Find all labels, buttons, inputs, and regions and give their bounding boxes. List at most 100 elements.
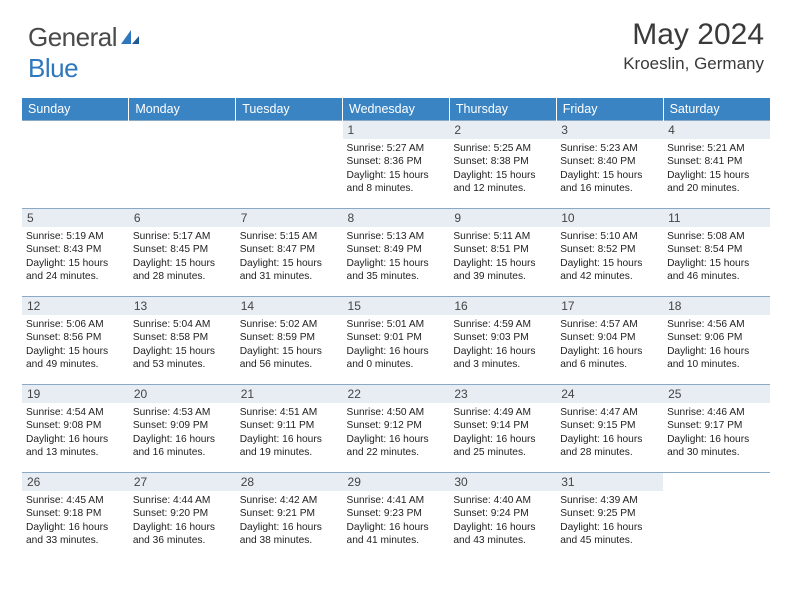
day-details: Sunrise: 4:50 AMSunset: 9:12 PMDaylight:…	[347, 406, 446, 459]
day-number: 26	[22, 473, 129, 491]
calendar-row: 26 Sunrise: 4:45 AMSunset: 9:18 PMDayligh…	[22, 473, 770, 561]
day-details: Sunrise: 5:11 AMSunset: 8:51 PMDaylight:…	[453, 230, 552, 283]
calendar-head: SundayMondayTuesdayWednesdayThursdayFrid…	[22, 98, 770, 121]
day-number: 10	[556, 209, 663, 227]
day-number: 16	[449, 297, 556, 315]
day-details: Sunrise: 4:49 AMSunset: 9:14 PMDaylight:…	[453, 406, 552, 459]
day-number: 28	[236, 473, 343, 491]
day-details: Sunrise: 5:08 AMSunset: 8:54 PMDaylight:…	[667, 230, 766, 283]
day-header-thursday: Thursday	[449, 98, 556, 121]
month-title: May 2024	[623, 18, 764, 52]
day-number: 22	[343, 385, 450, 403]
day-details: Sunrise: 5:21 AMSunset: 8:41 PMDaylight:…	[667, 142, 766, 195]
day-number: 12	[22, 297, 129, 315]
day-details: Sunrise: 5:15 AMSunset: 8:47 PMDaylight:…	[240, 230, 339, 283]
day-number: 13	[129, 297, 236, 315]
day-details: Sunrise: 5:25 AMSunset: 8:38 PMDaylight:…	[453, 142, 552, 195]
calendar-cell	[129, 121, 236, 209]
day-details: Sunrise: 4:51 AMSunset: 9:11 PMDaylight:…	[240, 406, 339, 459]
day-header-monday: Monday	[129, 98, 236, 121]
calendar-cell: 29 Sunrise: 4:41 AMSunset: 9:23 PMDayligh…	[343, 473, 450, 561]
calendar-row: 12 Sunrise: 5:06 AMSunset: 8:56 PMDayligh…	[22, 297, 770, 385]
day-number: 29	[343, 473, 450, 491]
day-number: 6	[129, 209, 236, 227]
day-details: Sunrise: 5:10 AMSunset: 8:52 PMDaylight:…	[560, 230, 659, 283]
calendar-cell: 25Sunrise: 4:46 AMSunset: 9:17 PMDayligh…	[663, 385, 770, 473]
calendar-cell	[22, 121, 129, 209]
day-number: 5	[22, 209, 129, 227]
day-details: Sunrise: 4:41 AMSunset: 9:23 PMDaylight:…	[347, 494, 446, 547]
calendar-cell	[663, 473, 770, 561]
calendar-body: 1Sunrise: 5:27 AMSunset: 8:36 PMDaylight…	[22, 121, 770, 561]
title-block: May 2024 Kroeslin, Germany	[623, 18, 764, 74]
day-details: Sunrise: 5:19 AMSunset: 8:43 PMDaylight:…	[26, 230, 125, 283]
calendar-cell: 12 Sunrise: 5:06 AMSunset: 8:56 PMDayligh…	[22, 297, 129, 385]
day-details: Sunrise: 4:57 AMSunset: 9:04 PMDaylight:…	[560, 318, 659, 371]
day-number: 24	[556, 385, 663, 403]
day-details: Sunrise: 4:39 AMSunset: 9:25 PMDaylight:…	[560, 494, 659, 547]
day-header-friday: Friday	[556, 98, 663, 121]
day-number: 30	[449, 473, 556, 491]
day-header-wednesday: Wednesday	[343, 98, 450, 121]
logo-word1: General	[28, 22, 117, 52]
calendar-row: 5 Sunrise: 5:19 AMSunset: 8:43 PMDaylight…	[22, 209, 770, 297]
logo-text: GeneralBlue	[28, 22, 141, 84]
day-number: 27	[129, 473, 236, 491]
header: GeneralBlue May 2024 Kroeslin, Germany	[0, 0, 792, 92]
calendar-cell: 3 Sunrise: 5:23 AMSunset: 8:40 PMDaylight…	[556, 121, 663, 209]
calendar-cell: 27Sunrise: 4:44 AMSunset: 9:20 PMDayligh…	[129, 473, 236, 561]
day-number: 17	[556, 297, 663, 315]
location: Kroeslin, Germany	[623, 54, 764, 74]
day-details: Sunrise: 5:13 AMSunset: 8:49 PMDaylight:…	[347, 230, 446, 283]
calendar-cell: 19Sunrise: 4:54 AMSunset: 9:08 PMDayligh…	[22, 385, 129, 473]
calendar-cell: 30 Sunrise: 4:40 AMSunset: 9:24 PMDayligh…	[449, 473, 556, 561]
calendar-cell: 1Sunrise: 5:27 AMSunset: 8:36 PMDaylight…	[343, 121, 450, 209]
calendar-cell: 6 Sunrise: 5:17 AMSunset: 8:45 PMDaylight…	[129, 209, 236, 297]
day-header-saturday: Saturday	[663, 98, 770, 121]
calendar-cell: 8 Sunrise: 5:13 AMSunset: 8:49 PMDaylight…	[343, 209, 450, 297]
calendar-cell: 18 Sunrise: 4:56 AMSunset: 9:06 PMDayligh…	[663, 297, 770, 385]
logo: GeneralBlue	[28, 22, 141, 84]
day-details: Sunrise: 5:06 AMSunset: 8:56 PMDaylight:…	[26, 318, 125, 371]
logo-word2: Blue	[28, 53, 78, 83]
day-details: Sunrise: 4:56 AMSunset: 9:06 PMDaylight:…	[667, 318, 766, 371]
calendar-cell: 22 Sunrise: 4:50 AMSunset: 9:12 PMDayligh…	[343, 385, 450, 473]
day-number: 2	[449, 121, 556, 139]
calendar-row: 1Sunrise: 5:27 AMSunset: 8:36 PMDaylight…	[22, 121, 770, 209]
calendar-table: SundayMondayTuesdayWednesdayThursdayFrid…	[22, 98, 770, 561]
day-number: 21	[236, 385, 343, 403]
day-details: Sunrise: 4:59 AMSunset: 9:03 PMDaylight:…	[453, 318, 552, 371]
day-number: 20	[129, 385, 236, 403]
day-details: Sunrise: 4:45 AMSunset: 9:18 PMDaylight:…	[26, 494, 125, 547]
calendar-cell: 23 Sunrise: 4:49 AMSunset: 9:14 PMDayligh…	[449, 385, 556, 473]
calendar-cell: 15 Sunrise: 5:01 AMSunset: 9:01 PMDayligh…	[343, 297, 450, 385]
day-details: Sunrise: 4:53 AMSunset: 9:09 PMDaylight:…	[133, 406, 232, 459]
calendar-cell: 16 Sunrise: 4:59 AMSunset: 9:03 PMDayligh…	[449, 297, 556, 385]
calendar-cell: 21 Sunrise: 4:51 AMSunset: 9:11 PMDayligh…	[236, 385, 343, 473]
calendar-cell: 28Sunrise: 4:42 AMSunset: 9:21 PMDayligh…	[236, 473, 343, 561]
day-number: 18	[663, 297, 770, 315]
day-details: Sunrise: 5:02 AMSunset: 8:59 PMDaylight:…	[240, 318, 339, 371]
calendar-cell	[236, 121, 343, 209]
day-number: 8	[343, 209, 450, 227]
day-details: Sunrise: 4:40 AMSunset: 9:24 PMDaylight:…	[453, 494, 552, 547]
day-details: Sunrise: 5:01 AMSunset: 9:01 PMDaylight:…	[347, 318, 446, 371]
day-number: 31	[556, 473, 663, 491]
day-number: 14	[236, 297, 343, 315]
calendar-cell: 26 Sunrise: 4:45 AMSunset: 9:18 PMDayligh…	[22, 473, 129, 561]
calendar-cell: 20 Sunrise: 4:53 AMSunset: 9:09 PMDayligh…	[129, 385, 236, 473]
calendar-row: 19Sunrise: 4:54 AMSunset: 9:08 PMDayligh…	[22, 385, 770, 473]
day-number: 3	[556, 121, 663, 139]
calendar-cell: 14 Sunrise: 5:02 AMSunset: 8:59 PMDayligh…	[236, 297, 343, 385]
day-details: Sunrise: 5:17 AMSunset: 8:45 PMDaylight:…	[133, 230, 232, 283]
day-header-sunday: Sunday	[22, 98, 129, 121]
calendar-cell: 4 Sunrise: 5:21 AMSunset: 8:41 PMDaylight…	[663, 121, 770, 209]
day-details: Sunrise: 4:46 AMSunset: 9:17 PMDaylight:…	[667, 406, 766, 459]
day-number: 15	[343, 297, 450, 315]
calendar-cell: 17 Sunrise: 4:57 AMSunset: 9:04 PMDayligh…	[556, 297, 663, 385]
day-number: 4	[663, 121, 770, 139]
day-number: 23	[449, 385, 556, 403]
calendar-cell: 31 Sunrise: 4:39 AMSunset: 9:25 PMDayligh…	[556, 473, 663, 561]
calendar-cell: 11Sunrise: 5:08 AMSunset: 8:54 PMDayligh…	[663, 209, 770, 297]
day-details: Sunrise: 5:23 AMSunset: 8:40 PMDaylight:…	[560, 142, 659, 195]
